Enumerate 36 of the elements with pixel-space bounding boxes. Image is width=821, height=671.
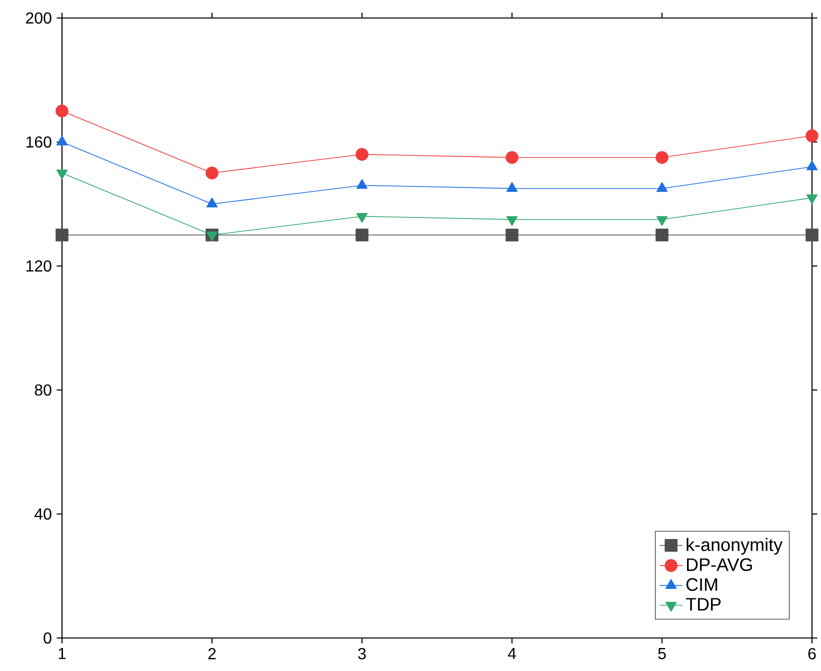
y-tick-label: 160 (26, 136, 52, 148)
point (806, 194, 818, 204)
point (656, 151, 668, 164)
point (356, 212, 368, 223)
x-tick-label: 1 (58, 648, 66, 660)
point (356, 228, 368, 242)
legend-label: CIM (686, 578, 718, 591)
point (206, 166, 218, 180)
x-tick-label: 6 (808, 648, 816, 660)
point (656, 182, 668, 192)
y-tick-label: 80 (34, 384, 52, 396)
point (656, 216, 668, 226)
point (506, 216, 518, 226)
point (506, 182, 518, 192)
point (56, 136, 68, 146)
x-tick-label: 2 (208, 648, 216, 660)
point (56, 228, 68, 242)
point (56, 104, 68, 118)
y-tick-label: 0 (44, 632, 52, 644)
y-tick-label: 120 (26, 260, 52, 272)
point (806, 160, 818, 170)
point (506, 228, 518, 242)
y-tick-label: 40 (34, 508, 52, 520)
point (506, 151, 518, 164)
point (806, 129, 818, 142)
point (806, 228, 818, 242)
point (206, 232, 218, 242)
point (656, 228, 668, 242)
point (356, 148, 368, 161)
legend-label: DP-AVG (687, 558, 752, 571)
x-tick-label: 5 (658, 648, 666, 660)
x-tick-label: 4 (508, 648, 516, 660)
x-tick-label: 3 (358, 648, 366, 660)
y-tick-label: 200 (26, 12, 52, 24)
legend-label: TDP (686, 598, 721, 610)
legend-label: k-anonymity (686, 538, 783, 555)
